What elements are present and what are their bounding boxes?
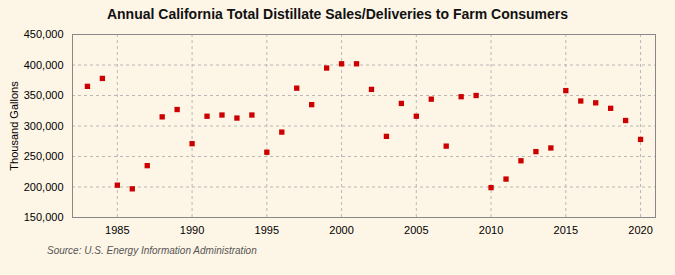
- svg-text:2015: 2015: [554, 224, 578, 236]
- svg-text:1995: 1995: [255, 224, 279, 236]
- svg-text:450,000: 450,000: [24, 28, 64, 40]
- svg-text:2010: 2010: [479, 224, 503, 236]
- svg-text:400,000: 400,000: [24, 59, 64, 71]
- svg-text:300,000: 300,000: [24, 120, 64, 132]
- svg-text:2005: 2005: [404, 224, 428, 236]
- svg-text:2020: 2020: [628, 224, 652, 236]
- svg-text:350,000: 350,000: [24, 89, 64, 101]
- svg-text:250,000: 250,000: [24, 150, 64, 162]
- svg-text:1990: 1990: [180, 224, 204, 236]
- html-text:Source: U.S. Energy Informatio: Source: U.S. Energy Information Administ…: [47, 245, 257, 256]
- svg-text:1985: 1985: [105, 224, 129, 236]
- svg-text:2000: 2000: [329, 224, 353, 236]
- svg-text:200,000: 200,000: [24, 181, 64, 193]
- svg-text:Thousand Gallons: Thousand Gallons: [8, 81, 20, 171]
- svg-text:150,000: 150,000: [24, 211, 64, 223]
- html-text:Annual California Total Distil: Annual California Total Distillate Sales…: [107, 6, 568, 22]
